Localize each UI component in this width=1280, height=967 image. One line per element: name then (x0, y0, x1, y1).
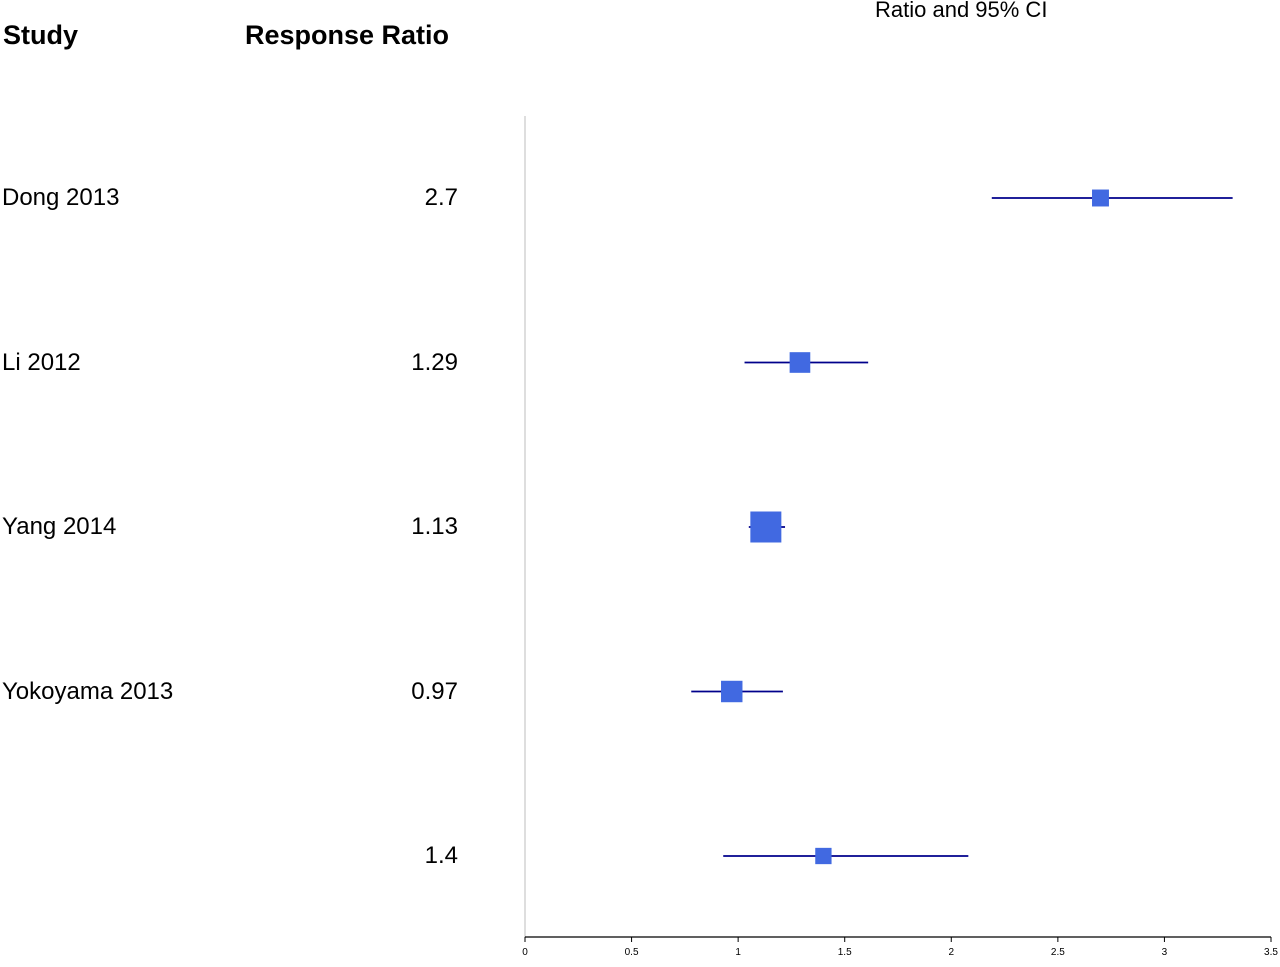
point-estimate-marker (750, 511, 782, 543)
x-tick-label: 2.5 (1051, 947, 1065, 958)
x-tick-label: 1 (735, 947, 741, 958)
point-estimate-marker (789, 352, 811, 373)
response-ratio-value: 2.7 (424, 184, 458, 211)
x-tick-label: 1.5 (838, 947, 852, 958)
chart-title: Ratio and 95% CI (875, 0, 1048, 22)
response-ratio-value: 1.29 (411, 348, 458, 376)
response-ratio-column-header: Response Ratio (245, 20, 450, 50)
x-tick-label: 2 (949, 947, 955, 958)
point-estimate-marker (815, 847, 832, 865)
response-ratio-value: 1.4 (424, 842, 458, 869)
study-label: Yang 2014 (2, 513, 117, 540)
study-label: Dong 2013 (2, 184, 120, 211)
x-tick-label: 0 (522, 947, 528, 958)
point-estimate-marker (721, 680, 743, 703)
response-ratio-value: 1.13 (411, 513, 458, 540)
response-ratio-value: 0.97 (411, 677, 458, 705)
study-label: Yokoyama 2013 (2, 677, 174, 705)
study-label: Li 2012 (2, 348, 81, 376)
study-column-header: Study (3, 20, 79, 50)
x-tick-label: 3 (1162, 947, 1168, 958)
x-tick-label: 0.5 (625, 947, 639, 958)
x-tick-label: 3.5 (1264, 947, 1278, 958)
point-estimate-marker (1092, 189, 1109, 207)
